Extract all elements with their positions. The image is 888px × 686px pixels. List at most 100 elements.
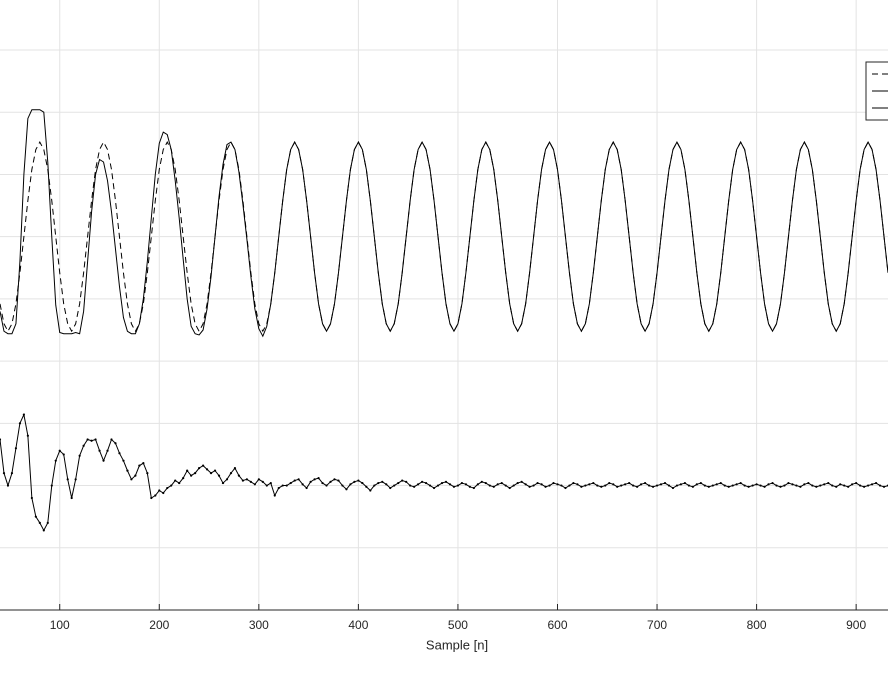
series-marker <box>110 438 113 441</box>
series-marker <box>632 484 635 487</box>
series-marker <box>74 478 77 481</box>
series-marker <box>277 486 280 490</box>
series-marker <box>62 453 65 456</box>
series-marker <box>532 484 535 487</box>
series-marker <box>138 464 141 467</box>
series-marker <box>333 478 336 481</box>
series-marker <box>345 488 348 491</box>
series-marker <box>759 484 762 487</box>
series-marker <box>452 485 456 488</box>
series-marker <box>213 469 217 472</box>
series-marker <box>703 484 706 487</box>
series-marker <box>548 484 551 487</box>
series-marker <box>675 484 679 487</box>
series-marker <box>6 484 10 487</box>
series-marker <box>373 484 376 487</box>
series-marker <box>552 481 555 485</box>
series-marker <box>321 481 324 485</box>
series-marker <box>815 485 818 488</box>
series-marker <box>878 484 882 487</box>
series-marker <box>94 438 97 441</box>
series-marker <box>655 484 659 487</box>
series-marker <box>791 483 794 486</box>
series-marker <box>114 442 117 445</box>
series-marker <box>14 447 18 450</box>
series-marker <box>643 481 647 485</box>
series-marker <box>874 481 878 485</box>
x-tick-label: 900 <box>846 618 866 632</box>
series-marker <box>528 485 531 488</box>
series-marker <box>317 476 320 480</box>
series-marker <box>640 483 643 486</box>
series-marker <box>424 481 428 485</box>
series-marker <box>560 484 563 487</box>
series-marker <box>620 484 623 487</box>
series-marker <box>285 484 288 487</box>
series-marker <box>241 479 245 482</box>
series-marker <box>783 484 786 487</box>
series-marker <box>436 484 440 487</box>
series-marker <box>651 485 655 488</box>
series-marker <box>154 494 157 497</box>
series-marker <box>863 485 866 488</box>
series-marker <box>413 485 416 488</box>
series-marker <box>54 459 57 462</box>
series-marker <box>353 480 356 483</box>
series-marker <box>182 476 185 480</box>
series-marker <box>492 485 495 488</box>
series-line <box>0 109 888 338</box>
series-marker <box>480 480 483 483</box>
series-marker <box>221 481 225 485</box>
x-tick-label: 200 <box>149 618 169 632</box>
series-marker <box>771 481 774 485</box>
series-marker <box>695 483 698 486</box>
series-marker <box>349 483 352 486</box>
series-marker <box>361 481 364 485</box>
series-marker <box>831 484 834 487</box>
series-marker <box>795 484 798 487</box>
series-marker <box>78 454 81 457</box>
series-marker <box>524 483 527 486</box>
series-marker <box>126 469 129 472</box>
series-marker <box>636 485 639 488</box>
series-marker <box>691 485 694 488</box>
series-marker <box>38 521 41 524</box>
series-marker <box>624 483 627 486</box>
series-marker <box>190 474 193 477</box>
series-marker <box>174 479 177 482</box>
series-marker <box>261 480 264 483</box>
series-marker <box>130 478 133 481</box>
series-marker <box>827 481 830 485</box>
series-marker <box>699 481 702 485</box>
series-marker <box>456 484 460 487</box>
x-tick-label: 100 <box>50 618 70 632</box>
series-marker <box>671 486 675 490</box>
series-marker <box>536 481 539 485</box>
series-marker <box>687 484 690 487</box>
series-marker <box>476 483 479 486</box>
series-marker <box>405 480 408 483</box>
series-marker <box>568 484 571 487</box>
series-marker <box>592 481 595 485</box>
series-marker <box>34 515 37 518</box>
series-marker <box>365 485 368 488</box>
series-marker <box>711 484 714 487</box>
series-marker <box>150 496 153 500</box>
series-marker <box>460 481 464 485</box>
series-marker <box>882 485 886 488</box>
series-marker <box>799 485 802 488</box>
series-marker <box>146 472 149 475</box>
series-marker <box>787 481 790 485</box>
x-tick-label: 400 <box>348 618 368 632</box>
series-marker <box>448 483 452 486</box>
series-marker <box>428 484 432 487</box>
series-marker <box>273 494 276 497</box>
series-marker <box>819 484 822 487</box>
series-marker <box>30 496 33 500</box>
series-marker <box>851 483 854 486</box>
series-marker <box>0 438 2 441</box>
series-marker <box>98 449 101 452</box>
series-marker <box>735 483 738 486</box>
series-marker <box>719 481 722 485</box>
series-marker <box>835 485 838 488</box>
